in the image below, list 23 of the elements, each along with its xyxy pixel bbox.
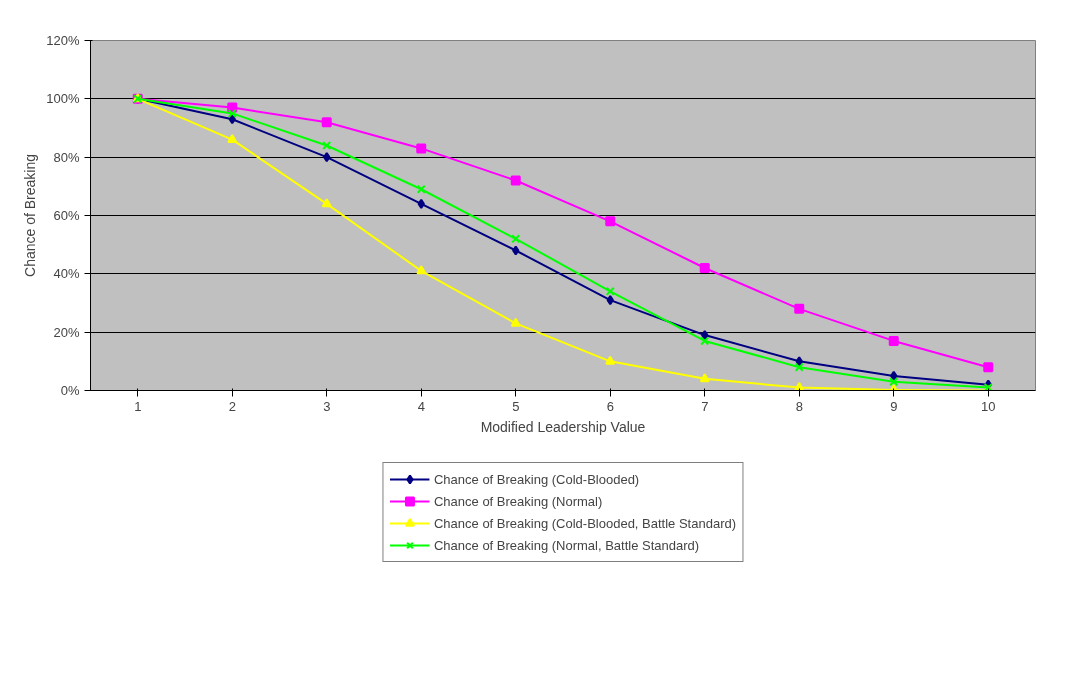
y-tick-label: 60% [53, 208, 80, 223]
y-tick-label: 100% [46, 91, 80, 107]
legend-label: Chance of Breaking (Normal) [433, 493, 603, 509]
x-tick-label: 7 [701, 398, 709, 414]
y-axis-title: Chance of Breaking [22, 154, 39, 277]
x-tick-label: 8 [795, 398, 803, 414]
x-tick-label: 1 [134, 398, 142, 414]
legend-label: Chance of Breaking (Cold-Blooded, Battle Standard) [433, 515, 737, 531]
x-tick-label: 6 [606, 398, 614, 414]
x-tick-label: 2 [228, 398, 236, 414]
x-tick-label: 10 [981, 398, 996, 414]
x-tick-label: 5 [512, 398, 520, 414]
x-tick-label: 9 [890, 398, 898, 414]
legend-label: Chance of Breaking (Cold-Blooded) [433, 471, 640, 487]
y-tick-label: 20% [53, 324, 80, 340]
y-tick-label: 0% [60, 383, 80, 398]
y-tick-label: 40% [53, 266, 80, 282]
y-tick-label: 120% [46, 33, 80, 48]
legend-label: Chance of Breaking (Normal, Battle Standard) [433, 537, 700, 553]
x-axis-title: Modified Leadership Value [480, 418, 646, 435]
x-tick-label: 4 [417, 398, 425, 414]
y-tick-label: 80% [53, 149, 80, 165]
x-tick-label: 3 [323, 398, 331, 414]
